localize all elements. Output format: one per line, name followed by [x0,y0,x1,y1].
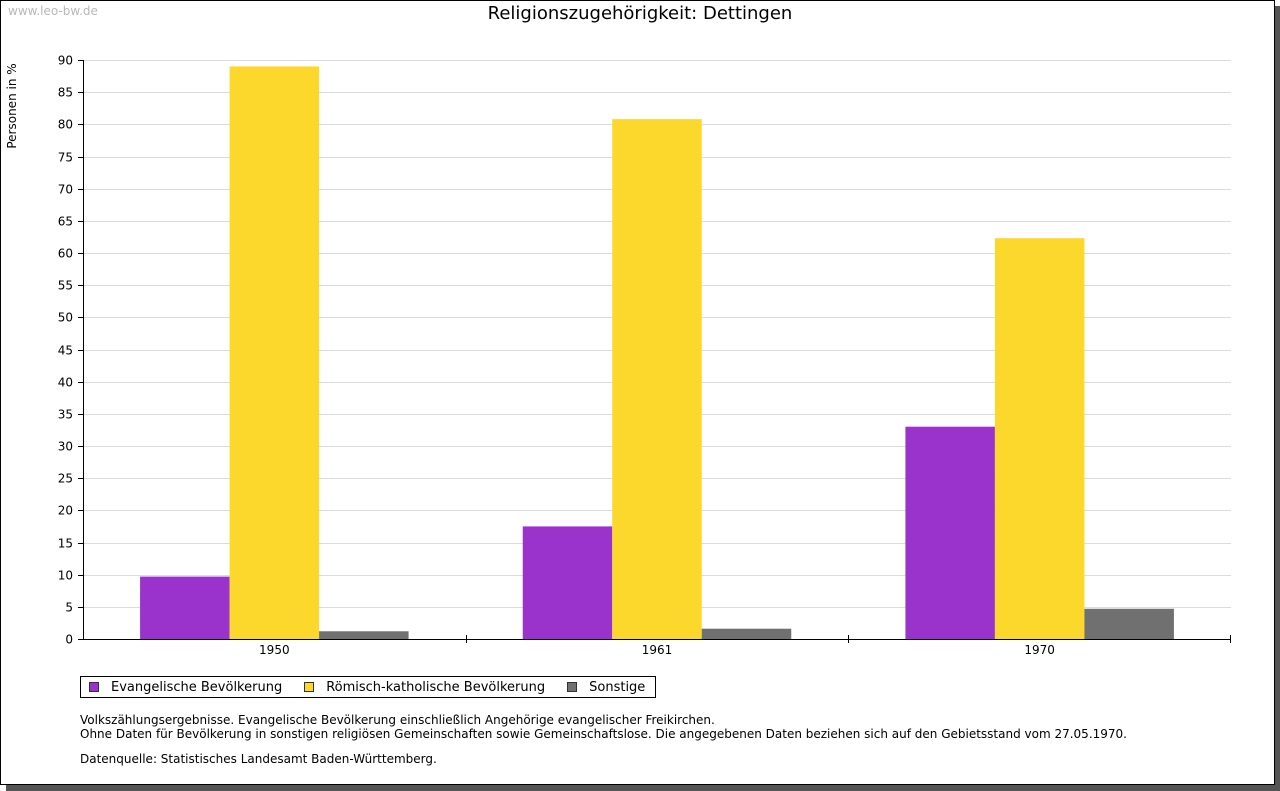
y-tick-label: 65 [58,215,73,229]
bars [140,66,1174,640]
y-tick-label: 75 [58,151,73,165]
y-tick-label: 55 [58,279,73,293]
bar-1970-evangelisch [905,426,995,639]
y-tick-label: 60 [58,247,73,261]
x-tick-label: 1970 [1024,643,1055,657]
frame-shadow-bottom [6,785,1280,791]
bar-1961-sonstige [701,628,792,639]
frame-shadow-right [1275,6,1280,791]
bar-1950-evangelisch [140,576,230,639]
y-tick-label: 90 [58,54,73,68]
bar-1961-evangelisch [522,526,613,639]
y-tick-label: 35 [58,408,73,422]
y-tick-label: 30 [58,440,73,454]
bar-1970-katholisch [994,238,1085,639]
legend-item-sonstige: Sonstige [567,680,645,695]
footnote-line: Ohne Daten für Bevölkerung in sonstigen … [80,727,1127,741]
legend-swatch-sonstige [567,682,578,692]
x-tick-labels: 1950 1961 1970 [259,643,1055,657]
y-tick-label: 0 [65,633,73,647]
bar-chart: 0 5 10 15 20 25 30 35 40 45 50 55 60 65 70 75 80 85 90 195… [5,54,1231,657]
data-source: Datenquelle: Statistisches Landesamt Bad… [80,752,437,766]
x-tick-label: 1961 [642,643,673,657]
y-tick-label: 85 [58,86,73,100]
footnote-line: Volkszählungsergebnisse. Evangelische Be… [80,713,715,727]
y-tick-label: 25 [58,472,73,486]
y-tick-labels: 0 5 10 15 20 25 30 35 40 45 50 55 60 65 70 75 80 85 90 [58,54,73,647]
legend-swatch-evangelisch [89,682,99,692]
footnotes: Volkszählungsergebnisse. Evangelische Be… [80,713,1127,741]
legend: Evangelische Bevölkerung Römisch-katholi… [80,676,657,698]
legend-swatch-katholisch [304,682,315,692]
legend-label-sonstige: Sonstige [589,679,646,695]
bar-1950-katholisch [229,66,320,639]
watermark: www.leo-bw.de [8,4,98,18]
legend-item-katholisch: Römisch-katholische Bevölkerung [304,680,545,695]
y-tick-label: 40 [58,376,73,390]
y-tick-label: 80 [58,118,73,132]
y-axis-label: Personen in % [5,63,19,148]
y-tick-label: 5 [65,601,73,615]
bar-1970-sonstige [1084,608,1174,639]
y-tick-label: 45 [58,344,73,358]
x-tick-label: 1950 [259,643,290,657]
y-tick-label: 10 [58,569,73,583]
y-tick-label: 70 [58,183,73,197]
chart-title: Religionszugehörigkeit: Dettingen [487,3,793,24]
legend-label-katholisch: Römisch-katholische Bevölkerung [326,679,546,695]
legend-label-evangelisch: Evangelische Bevölkerung [111,679,283,695]
legend-item-evangelisch: Evangelische Bevölkerung [89,680,282,695]
axes [78,60,1231,643]
bar-1961-katholisch [612,119,702,640]
bar-1950-sonstige [319,631,409,639]
y-tick-label: 20 [58,504,73,518]
y-tick-label: 50 [58,311,73,325]
y-tick-label: 15 [58,537,73,551]
